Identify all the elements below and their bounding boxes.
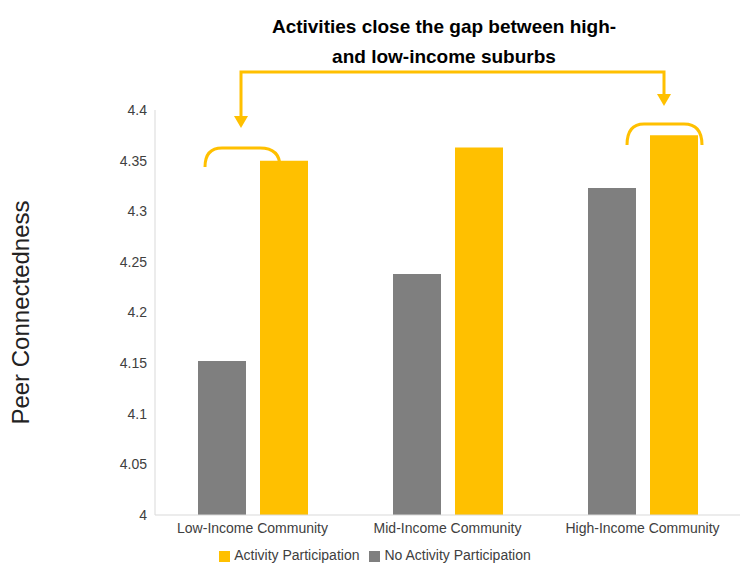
svg-text:4.15: 4.15 xyxy=(120,355,147,371)
svg-text:4.25: 4.25 xyxy=(120,254,147,270)
svg-text:4.35: 4.35 xyxy=(120,153,147,169)
svg-text:High-Income Community: High-Income Community xyxy=(565,520,719,536)
svg-text:Activities close the gap betwe: Activities close the gap between high- xyxy=(272,16,616,37)
html-text:No Activity Participation: No Activity Participation xyxy=(384,547,531,563)
html-text:Activity Participation: Activity Participation xyxy=(234,547,360,563)
svg-text:Low-Income Community: Low-Income Community xyxy=(177,520,328,536)
svg-text:4.3: 4.3 xyxy=(128,203,148,219)
svg-text:Peer Connectedness: Peer Connectedness xyxy=(8,200,34,424)
svg-text:Mid-Income Community: Mid-Income Community xyxy=(374,520,522,536)
svg-text:4: 4 xyxy=(139,507,147,523)
svg-text:4.4: 4.4 xyxy=(128,102,148,118)
svg-text:4.1: 4.1 xyxy=(128,406,148,422)
svg-text:4.2: 4.2 xyxy=(128,304,148,320)
svg-text:and low-income suburbs: and low-income suburbs xyxy=(332,46,556,67)
svg-text:4.05: 4.05 xyxy=(120,456,147,472)
